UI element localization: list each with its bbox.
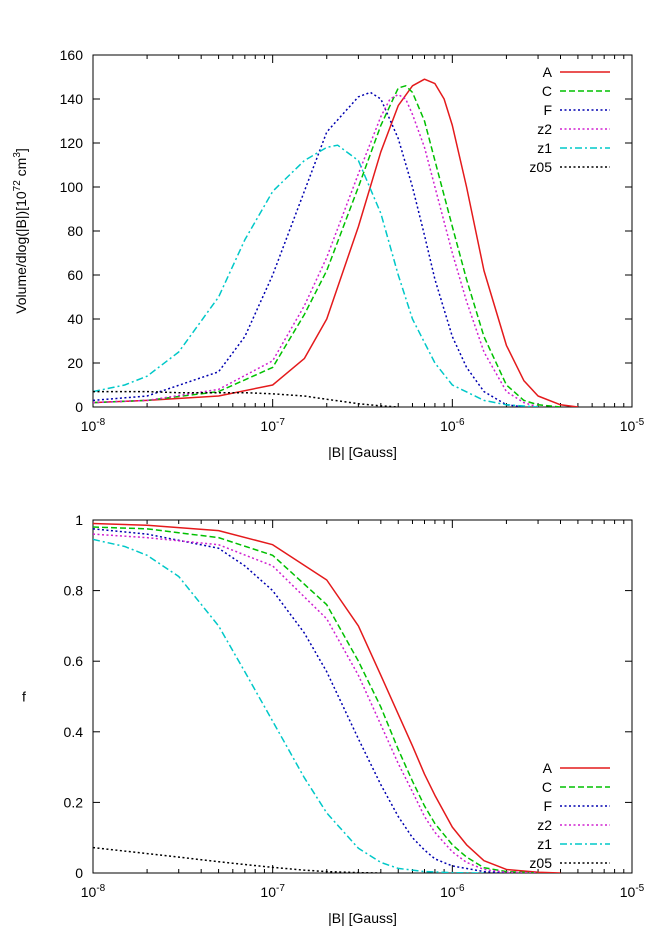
legend-label-F: F — [543, 798, 552, 814]
x-tick-label: 10-5 — [620, 417, 645, 434]
y-tick-label: 60 — [67, 267, 83, 283]
series-line-z1 — [93, 538, 484, 873]
legend-label-A: A — [543, 64, 553, 80]
chart-1: 0 20 40 60 80 100 120 140 160 10-8 10-7 10-6 10-5 |B|… — [12, 47, 645, 460]
series-line-A — [93, 78, 579, 407]
series-line-F — [93, 91, 524, 407]
y-tick-label: 80 — [67, 223, 83, 239]
x-tick-label: 10-6 — [440, 417, 465, 434]
series-line-F — [93, 528, 507, 873]
y-tick-label: 40 — [67, 311, 83, 327]
y-tick-label: 0 — [75, 865, 83, 881]
x-tick-label: 10-7 — [260, 883, 285, 900]
series-line-A — [93, 522, 561, 873]
y-tick-label: 0 — [75, 399, 83, 415]
y-tick-label: 1 — [75, 512, 83, 528]
y-tick-label: 0.8 — [64, 583, 84, 599]
series-line-C — [93, 85, 561, 407]
series-line-z1 — [93, 144, 539, 407]
legend-label-C: C — [542, 779, 552, 795]
x-tick-label: 10-8 — [81, 417, 106, 434]
series-group — [93, 78, 579, 407]
legend-label-A: A — [543, 760, 553, 776]
x-axis-label: |B| [Gauss] — [328, 910, 397, 926]
legend-label-C: C — [542, 83, 552, 99]
chart-2: 0 0.2 0.4 0.6 0.8 1 10-8 10-7 10-6 10-5 |B| [Gauss… — [22, 512, 645, 926]
series-line-z05 — [93, 846, 381, 873]
series-line-z2 — [93, 93, 539, 407]
legend-label-z1: z1 — [537, 140, 552, 156]
y-tick-label: 0.4 — [64, 724, 84, 740]
y-tick-label: 0.2 — [64, 794, 84, 810]
legend-label-z2: z2 — [537, 121, 552, 137]
series-line-z2 — [93, 533, 539, 873]
series-group — [93, 522, 561, 873]
series-line-z05 — [93, 390, 399, 407]
y-tick-label: 100 — [60, 179, 84, 195]
x-tick-label: 10-5 — [620, 883, 645, 900]
legend-label-z1: z1 — [537, 836, 552, 852]
legend-label-F: F — [543, 102, 552, 118]
series-line-C — [93, 526, 539, 873]
legend-label-z2: z2 — [537, 817, 552, 833]
y-axis-label: f — [22, 689, 26, 705]
legend-label-z05: z05 — [529, 159, 552, 175]
y-axis-label: Volume/dlog(|B|)[1072 cm3] — [12, 148, 29, 314]
x-axis-label: |B| [Gauss] — [328, 444, 397, 460]
x-tick-label: 10-6 — [440, 883, 465, 900]
y-tick-label: 140 — [60, 91, 84, 107]
x-tick-label: 10-8 — [81, 883, 106, 900]
y-tick-label: 120 — [60, 135, 84, 151]
x-tick-label: 10-7 — [260, 417, 285, 434]
y-tick-label: 0.6 — [64, 653, 84, 669]
y-tick-label: 20 — [67, 355, 83, 371]
y-tick-label: 160 — [60, 47, 84, 63]
legend-label-z05: z05 — [529, 855, 552, 871]
